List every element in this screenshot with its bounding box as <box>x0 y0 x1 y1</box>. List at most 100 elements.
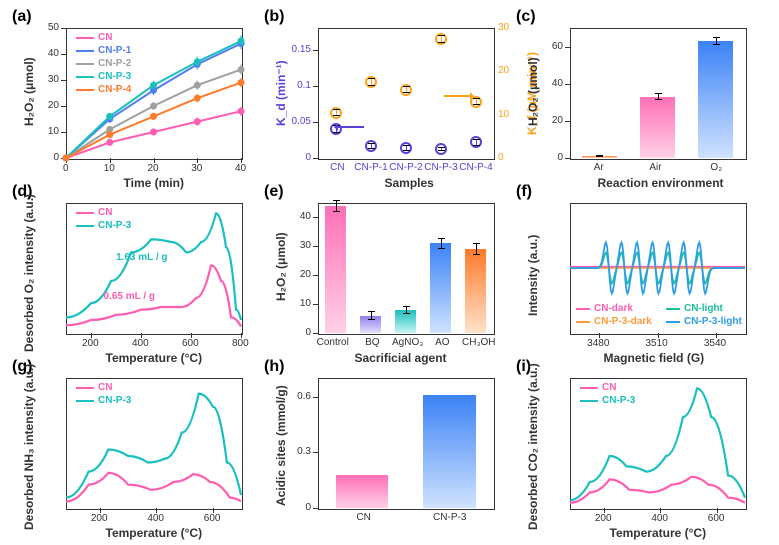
ytick-label: 40 <box>48 48 59 59</box>
legend-CN-P-3-dark: CN-P-3-dark <box>576 316 652 327</box>
xtick-label: BQ <box>365 337 379 348</box>
bar-err <box>658 93 659 100</box>
xtick-label: CN-P-2 <box>389 162 422 173</box>
xtick-label: CN-P-3 <box>433 512 466 523</box>
ytick2-label: 30 <box>498 22 509 33</box>
ytick-label: 50 <box>48 22 59 33</box>
panel-label-e: (e) <box>264 183 284 201</box>
xtick-label: 40 <box>235 163 246 174</box>
ylabel-c: H₂O₂ (μmol) <box>526 57 540 126</box>
bar-CN <box>336 475 389 508</box>
ytick-label: 0 <box>53 152 59 163</box>
legend-CN: CN <box>76 382 112 393</box>
bar-err <box>441 238 442 250</box>
ytick-label: 30 <box>48 74 59 85</box>
panel-label-f: (f) <box>516 183 532 201</box>
panel-label-c: (c) <box>516 8 536 26</box>
ytick-label: 10 <box>48 126 59 137</box>
xlabel-i: Temperature (°C) <box>610 526 707 540</box>
legend-CN-P-3: CN-P-3 <box>76 220 131 231</box>
ylabel-a: H₂O₂ (μmol) <box>22 57 36 126</box>
ylabel-d: Desorbed O₂ intensity (a.u.) <box>22 194 36 352</box>
ytick-label: 0 <box>557 152 563 163</box>
ytick <box>313 397 318 398</box>
ytick-label: 60 <box>552 41 563 52</box>
ytick-label: 20 <box>300 269 311 280</box>
xtick-label: 200 <box>595 513 612 524</box>
panel-i: (i)Desorbed CO₂ intensity (a.u.)Temperat… <box>512 356 764 531</box>
xtick-label: CN-P-4 <box>459 162 492 173</box>
legend-CN: CN <box>580 382 616 393</box>
ylabel-g: Desorbed NH₃ intensity (a.u.) <box>22 364 36 530</box>
bar-Air <box>640 97 675 158</box>
annotation: 0.65 mL / g <box>104 291 156 302</box>
ytick-label: 0.1 <box>297 80 311 91</box>
ylabel-i: Desorbed CO₂ intensity (a.u.) <box>526 363 540 530</box>
annotation: 1.63 mL / g <box>116 252 168 263</box>
ytick <box>313 86 318 87</box>
ylabel-e: H₂O₂ (μmol) <box>274 232 288 301</box>
xtick-label: 600 <box>204 513 221 524</box>
arrow-left <box>336 126 364 128</box>
legend-CN-P-4: CN-P-4 <box>76 84 131 95</box>
ytick <box>565 47 570 48</box>
legend-CN-P-3: CN-P-3 <box>76 71 131 82</box>
bar-err <box>336 200 337 212</box>
legend-CN-dark: CN-dark <box>576 303 633 314</box>
xtick-label: O₂ <box>710 162 722 173</box>
bar-err <box>716 37 717 44</box>
ytick <box>313 275 318 276</box>
ytick-label: 0.6 <box>297 391 311 402</box>
panel-h: (h)Acidic sites (mmol/g)00.30.6CNCN-P-3 <box>260 356 512 531</box>
xtick-label: Air <box>649 162 661 173</box>
ytick <box>313 217 318 218</box>
ytick-label: 0.3 <box>297 446 311 457</box>
panel-a: (a)H₂O₂ (μmol)Time (min)0102030405001020… <box>8 6 260 181</box>
panel-label-a: (a) <box>12 8 32 26</box>
xtick-label: 400 <box>132 338 149 349</box>
ytick2-label: 20 <box>498 65 509 76</box>
panel-b: (b)K_d (min⁻¹)Samples00.050.10.15CNCN-P-… <box>260 6 512 181</box>
ytick <box>565 84 570 85</box>
bar-O₂ <box>698 41 733 158</box>
xtick-label: 200 <box>82 338 99 349</box>
ytick-label: 40 <box>300 211 311 222</box>
xtick-label: CN-P-3 <box>424 162 457 173</box>
panel-g: (g)Desorbed NH₃ intensity (a.u.)Temperat… <box>8 356 260 531</box>
xtick-label: 600 <box>182 338 199 349</box>
bar-CH₃OH <box>465 249 486 333</box>
bar-err <box>406 306 407 315</box>
xtick-label: 800 <box>232 338 249 349</box>
ytick <box>313 333 318 334</box>
xtick-label: 30 <box>191 163 202 174</box>
legend-CN-P-3: CN-P-3 <box>580 395 635 406</box>
kd-err <box>406 145 407 151</box>
ytick <box>313 158 318 159</box>
panel-e: (e)H₂O₂ (μmol)Sacrificial agent010203040… <box>260 181 512 356</box>
kf-err <box>371 78 372 87</box>
xtick-label: 400 <box>651 513 668 524</box>
ylabel-b: K_d (min⁻¹) <box>274 60 288 126</box>
xtick-label: 200 <box>91 513 108 524</box>
ytick <box>313 508 318 509</box>
ytick <box>313 452 318 453</box>
ytick-label: 0.05 <box>292 116 311 127</box>
ytick-label: 0 <box>305 502 311 513</box>
legend-CN-P-2: CN-P-2 <box>76 58 131 69</box>
ytick-label: 10 <box>300 298 311 309</box>
kd-err <box>441 147 442 151</box>
panel-d: (d)Desorbed O₂ intensity (a.u.)Temperatu… <box>8 181 260 356</box>
ytick-label: 0 <box>305 152 311 163</box>
legend-CN-light: CN-light <box>666 303 723 314</box>
bar-err <box>476 243 477 255</box>
legend-CN: CN <box>76 207 112 218</box>
xtick-label: 400 <box>147 513 164 524</box>
legend-CN: CN <box>76 32 112 43</box>
kf-err <box>336 109 337 116</box>
bar-CN-P-3 <box>423 395 476 508</box>
bar-err <box>371 311 372 320</box>
ytick-label: 30 <box>300 240 311 251</box>
bar-err <box>599 155 600 157</box>
ytick-label: 0 <box>305 327 311 338</box>
xtick-label: Control <box>317 337 349 348</box>
